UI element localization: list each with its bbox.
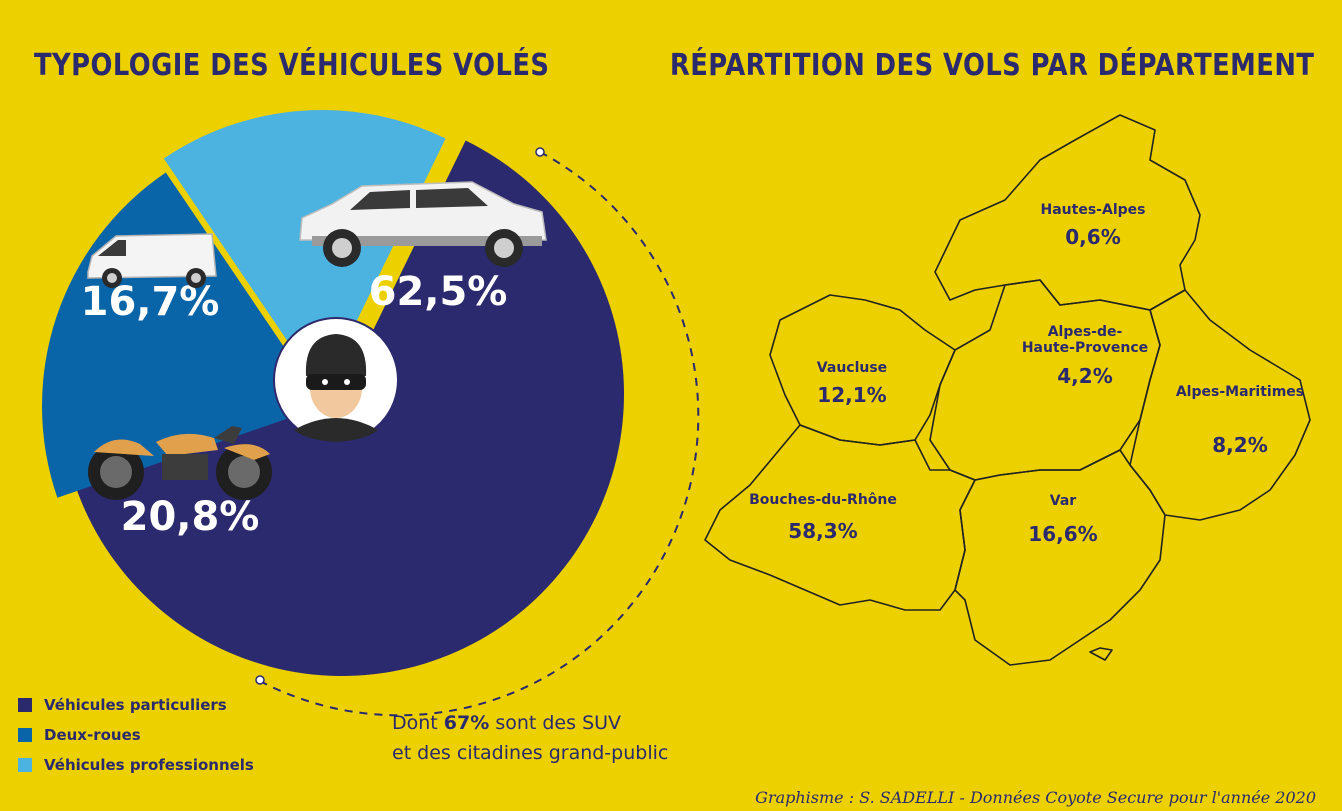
legend-swatch (18, 758, 32, 772)
suv-annotation: Dont 67% sont des SUV et des citadines g… (392, 708, 668, 768)
suv-annotation-arc (257, 151, 700, 717)
motorcycle-icon (88, 426, 272, 500)
annotation-line-2: et des citadines grand-public (392, 742, 669, 764)
credit-text: Graphisme : S. SADELLI - Données Coyote … (755, 788, 1316, 807)
department-name: Vaucluse (817, 360, 887, 376)
legend-swatch (18, 698, 32, 712)
region-var (954, 449, 1166, 666)
department-value: 16,6% (1028, 522, 1097, 546)
department-value: 12,1% (817, 383, 886, 407)
department-name: Alpes-Maritimes (1176, 384, 1304, 400)
legend-label: Deux-roues (44, 726, 141, 744)
van-icon (87, 233, 217, 288)
pie-legend: Véhicules particuliers Deux-roues Véhicu… (18, 690, 254, 780)
department-name: Var (1050, 493, 1077, 509)
department-name: Haute-Provence (1022, 340, 1148, 356)
department-name: Bouches-du-Rhône (749, 492, 897, 508)
department-value: 58,3% (788, 519, 857, 543)
map-title: RÉPARTITION DES VOLS PAR DÉPARTEMENT (669, 48, 1314, 83)
map-coastline-detail (1089, 647, 1113, 661)
legend-item-professionnels: Véhicules professionnels (18, 750, 254, 780)
annotation-line-1: Dont 67% sont des SUV (392, 712, 622, 734)
department-name: Alpes-de- (1048, 324, 1123, 340)
department-name: Hautes-Alpes (1041, 202, 1146, 218)
legend-item-particuliers: Véhicules particuliers (18, 690, 254, 720)
pie-chart-title: TYPOLOGIE DES VÉHICULES VOLÉS (34, 48, 550, 83)
legend-swatch (18, 728, 32, 742)
legend-item-deux-roues: Deux-roues (18, 720, 254, 750)
region-alpes-maritimes (1129, 289, 1311, 521)
department-value: 4,2% (1057, 364, 1112, 388)
department-value: 0,6% (1065, 225, 1120, 249)
department-value: 8,2% (1212, 433, 1267, 457)
pie-slice-label: 62,5% (369, 269, 508, 315)
thief-icon (273, 317, 399, 443)
region-bouches-du-rhone (704, 424, 976, 611)
region-vaucluse (769, 294, 956, 446)
legend-label: Véhicules particuliers (44, 696, 227, 714)
legend-label: Véhicules professionnels (44, 756, 254, 774)
region-alpes-de-haute-provence (929, 279, 1161, 481)
suv-car-icon (299, 181, 547, 267)
pie-slice-label: 20,8% (121, 494, 260, 540)
pie-slice-v-hicules-professionnels (163, 110, 446, 392)
arc-end-dot (255, 675, 265, 685)
arc-end-dot (535, 147, 545, 157)
